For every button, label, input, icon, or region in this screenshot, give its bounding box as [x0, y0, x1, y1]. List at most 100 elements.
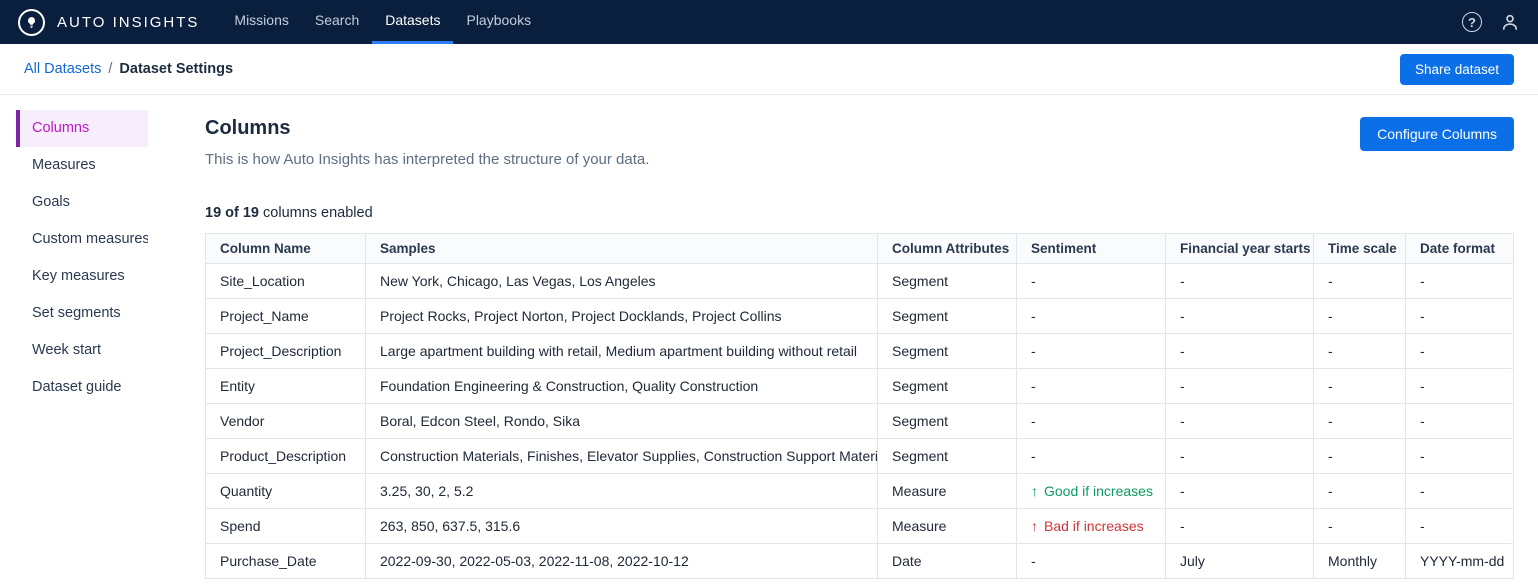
columns-enabled-suffix: columns enabled: [259, 205, 373, 221]
nav-item-playbooks[interactable]: Playbooks: [466, 12, 532, 28]
cell-date-format: YYYY-mm-dd: [1405, 543, 1514, 579]
cell-column-attributes: Measure: [877, 508, 1017, 544]
cell-samples: New York, Chicago, Las Vegas, Los Angele…: [365, 263, 878, 299]
cell-column-attributes: Date: [877, 543, 1017, 579]
cell-column-name: Quantity: [205, 473, 366, 509]
cell-column-name: Project_Name: [205, 298, 366, 334]
sidebar-item-week-start[interactable]: Week start: [32, 342, 102, 358]
cell-financial-year-starts: -: [1165, 333, 1314, 369]
breadcrumb-current: Dataset Settings: [119, 61, 234, 77]
column-header-column-name: Column Name: [205, 233, 366, 264]
column-header-samples: Samples: [365, 233, 878, 264]
main-panel: Columns This is how Auto Insights has in…: [181, 95, 1538, 586]
nav-item-datasets[interactable]: Datasets: [372, 0, 454, 44]
sidebar-item-goals[interactable]: Goals: [32, 194, 70, 210]
top-nav: Missions Search Datasets Playbooks: [221, 0, 544, 44]
cell-sentiment: -: [1016, 333, 1166, 369]
cell-financial-year-starts: -: [1165, 403, 1314, 439]
cell-financial-year-starts: -: [1165, 298, 1314, 334]
breadcrumb-separator: /: [108, 61, 113, 77]
cell-financial-year-starts: -: [1165, 473, 1314, 509]
cell-time-scale: -: [1313, 333, 1406, 369]
cell-date-format: -: [1405, 263, 1514, 299]
sentiment-label: Bad if increases: [1044, 518, 1144, 534]
cell-column-attributes: Segment: [877, 368, 1017, 404]
cell-column-name: Spend: [205, 508, 366, 544]
cell-date-format: -: [1405, 438, 1514, 474]
cell-column-name: Purchase_Date: [205, 543, 366, 579]
sidebar-item-custom-measures[interactable]: Custom measures: [32, 231, 148, 247]
cell-column-attributes: Segment: [877, 263, 1017, 299]
brand-title: AUTO INSIGHTS: [57, 13, 200, 31]
cell-date-format: -: [1405, 508, 1514, 544]
columns-table: Column Name Samples Column Attributes Senti…: [205, 233, 1514, 579]
cell-column-name: Product_Description: [205, 438, 366, 474]
sidebar-item-measures[interactable]: Measures: [32, 157, 96, 173]
auto-insights-logo-icon[interactable]: [18, 8, 45, 36]
cell-column-name: Site_Location: [205, 263, 366, 299]
cell-samples: Boral, Edcon Steel, Rondo, Sika: [365, 403, 878, 439]
cell-time-scale: -: [1313, 263, 1406, 299]
topbar-right: ?: [1462, 12, 1520, 32]
cell-time-scale: -: [1313, 508, 1406, 544]
sidebar-list: Columns Measures Goals Custom measures Key m…: [0, 110, 181, 406]
column-header-sentiment: Sentiment: [1016, 233, 1166, 264]
cell-column-name: Project_Description: [205, 333, 366, 369]
cell-column-name: Vendor: [205, 403, 366, 439]
columns-enabled-summary: 19 of 19 columns enabled: [205, 205, 1514, 221]
table-row: Site_Location New York, Chicago, Las Vega…: [205, 263, 1514, 299]
cell-sentiment: ↑ Bad if increases: [1016, 508, 1166, 544]
cell-samples: Foundation Engineering & Construction, Q…: [365, 368, 878, 404]
cell-financial-year-starts: -: [1165, 263, 1314, 299]
arrow-up-icon: ↑: [1031, 483, 1038, 499]
nav-item-search[interactable]: Search: [314, 12, 360, 28]
lightbulb-icon: [28, 16, 35, 28]
table-row: Entity Foundation Engineering & Construct…: [205, 368, 1514, 404]
sentiment-label: Good if increases: [1044, 483, 1153, 499]
arrow-up-icon: ↑: [1031, 518, 1038, 534]
sidebar-item-dataset-guide[interactable]: Dataset guide: [32, 379, 122, 395]
table-row: Product_Description Construction Material…: [205, 438, 1514, 474]
cell-financial-year-starts: July: [1165, 543, 1314, 579]
table-row: Purchase_Date 2022-09-30, 2022-05-03, 202…: [205, 543, 1514, 579]
cell-samples: 2022-09-30, 2022-05-03, 2022-11-08, 2022…: [365, 543, 878, 579]
cell-samples: Construction Materials, Finishes, Elevat…: [365, 438, 878, 474]
column-header-date-format: Date format: [1405, 233, 1514, 264]
cell-column-name: Entity: [205, 368, 366, 404]
breadcrumb-bar: All Datasets / Dataset Settings Share da…: [0, 44, 1538, 95]
cell-column-attributes: Segment: [877, 438, 1017, 474]
cell-sentiment: -: [1016, 403, 1166, 439]
table-header-row: Column Name Samples Column Attributes Senti…: [205, 233, 1514, 264]
table-row: Spend 263, 850, 637.5, 315.6 Measure ↑ Bad i…: [205, 508, 1514, 544]
table-row: Quantity 3.25, 30, 2, 5.2 Measure ↑ Good if …: [205, 473, 1514, 509]
sidebar-item-columns[interactable]: Columns: [16, 110, 148, 147]
table-body: Site_Location New York, Chicago, Las Vega…: [205, 263, 1514, 579]
cell-column-attributes: Segment: [877, 298, 1017, 334]
cell-date-format: -: [1405, 403, 1514, 439]
cell-financial-year-starts: -: [1165, 368, 1314, 404]
sidebar: Columns Measures Goals Custom measures Key m…: [0, 95, 181, 586]
help-icon[interactable]: ?: [1462, 12, 1482, 32]
configure-columns-button[interactable]: Configure Columns: [1360, 117, 1514, 151]
breadcrumb-link-all-datasets[interactable]: All Datasets: [24, 61, 102, 77]
sidebar-item-set-segments[interactable]: Set segments: [32, 305, 121, 321]
cell-date-format: -: [1405, 368, 1514, 404]
cell-column-attributes: Segment: [877, 403, 1017, 439]
cell-samples: Project Rocks, Project Norton, Project D…: [365, 298, 878, 334]
cell-time-scale: -: [1313, 403, 1406, 439]
sentiment-bad: ↑ Bad if increases: [1031, 518, 1144, 534]
column-header-column-attributes: Column Attributes: [877, 233, 1017, 264]
share-dataset-button[interactable]: Share dataset: [1399, 53, 1514, 85]
cell-time-scale: Monthly: [1313, 543, 1406, 579]
page-title: Columns: [205, 117, 291, 139]
cell-sentiment: -: [1016, 543, 1166, 579]
sidebar-item-key-measures[interactable]: Key measures: [32, 268, 125, 284]
column-header-financial-year-starts: Financial year starts: [1165, 233, 1314, 264]
cell-sentiment: ↑ Good if increases: [1016, 473, 1166, 509]
nav-item-missions[interactable]: Missions: [234, 12, 289, 28]
cell-date-format: -: [1405, 473, 1514, 509]
cell-sentiment: -: [1016, 438, 1166, 474]
content-area: Columns Measures Goals Custom measures Key m…: [0, 95, 1538, 586]
cell-sentiment: -: [1016, 263, 1166, 299]
user-icon[interactable]: [1500, 12, 1520, 32]
